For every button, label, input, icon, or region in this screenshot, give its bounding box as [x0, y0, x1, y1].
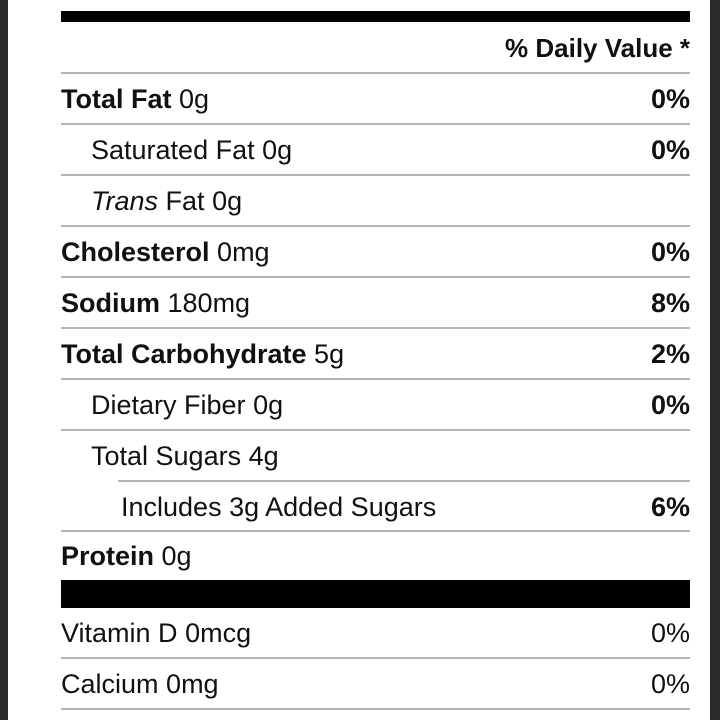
- nutrient-percent: 8%: [650, 287, 690, 318]
- nutrient-name: Fat: [165, 185, 205, 216]
- nutrient-amount: 4g: [248, 440, 279, 471]
- row-vitamin-d: Vitamin D 0mcg 0%: [61, 608, 690, 658]
- nutrient-amount: 0g: [262, 134, 293, 165]
- nutrient-name: Protein: [61, 540, 155, 571]
- nutrient-percent: 0%: [650, 389, 690, 420]
- divider: [61, 174, 690, 176]
- nutrient-amount: 180mg: [167, 287, 251, 318]
- nutrient-percent: 2%: [650, 338, 690, 369]
- row-calcium: Calcium 0mg 0%: [61, 659, 690, 709]
- divider: [118, 480, 690, 482]
- nutrient-name: Total Carbohydrate: [61, 338, 307, 369]
- nutrient-percent: 0%: [650, 134, 690, 165]
- nutrient-amount: 0g: [212, 185, 243, 216]
- nutrient-amount: 0g: [253, 389, 284, 420]
- nutrient-amount: 5g: [314, 338, 345, 369]
- nutrient-percent: 6%: [650, 491, 690, 522]
- row-total-sugars: Total Sugars 4g: [61, 431, 690, 481]
- nutrition-facts-label: % Daily Value * Total Fat 0g 0% Saturate…: [53, 0, 690, 720]
- row-added-sugars: Includes 3g Added Sugars 6%: [61, 482, 690, 532]
- nutrient-name: Total Fat: [61, 83, 172, 114]
- vitamin-percent: 0%: [650, 668, 690, 699]
- nutrient-name: Sodium: [61, 287, 160, 318]
- row-dietary-fiber: Dietary Fiber 0g 0%: [61, 380, 690, 430]
- nutrient-name: Cholesterol: [61, 236, 210, 267]
- daily-value-header: % Daily Value *: [505, 32, 690, 63]
- nutrient-amount: 0g: [161, 540, 192, 571]
- nutrient-name: Saturated Fat: [91, 134, 255, 165]
- vitamin-name: Calcium: [61, 668, 159, 699]
- divider: [61, 276, 690, 278]
- nutrient-name: Total Sugars: [91, 440, 242, 471]
- nutrient-name: Dietary Fiber: [91, 389, 246, 420]
- row-total-carbohydrate: Total Carbohydrate 5g 2%: [61, 329, 690, 379]
- vitamin-amount: 0mcg: [185, 617, 252, 648]
- row-saturated-fat: Saturated Fat 0g 0%: [61, 125, 690, 175]
- nutrient-name-italic: Trans: [91, 185, 159, 216]
- nutrient-text: Includes 3g Added Sugars: [121, 491, 437, 522]
- thick-divider-middle: [61, 580, 690, 608]
- row-total-fat: Total Fat 0g 0%: [61, 74, 690, 124]
- divider: [61, 530, 690, 532]
- label-background: % Daily Value * Total Fat 0g 0% Saturate…: [8, 0, 710, 720]
- nutrient-amount: 0mg: [217, 236, 270, 267]
- row-sodium: Sodium 180mg 8%: [61, 278, 690, 328]
- nutrient-amount: 0g: [179, 83, 210, 114]
- divider: [61, 708, 690, 710]
- thick-divider-top: [61, 11, 690, 22]
- vitamin-amount: 0mg: [166, 668, 219, 699]
- vitamin-percent: 0%: [650, 617, 690, 648]
- divider: [61, 225, 690, 227]
- divider: [61, 429, 690, 431]
- vitamin-name: Vitamin D: [61, 617, 178, 648]
- divider: [61, 72, 690, 74]
- divider: [61, 657, 690, 659]
- nutrient-percent: 0%: [650, 83, 690, 114]
- divider: [61, 327, 690, 329]
- divider: [61, 123, 690, 125]
- row-cholesterol: Cholesterol 0mg 0%: [61, 227, 690, 277]
- nutrient-percent: 0%: [650, 236, 690, 267]
- row-protein: Protein 0g: [61, 531, 690, 581]
- divider: [61, 378, 690, 380]
- row-trans-fat: Trans Fat 0g: [61, 176, 690, 226]
